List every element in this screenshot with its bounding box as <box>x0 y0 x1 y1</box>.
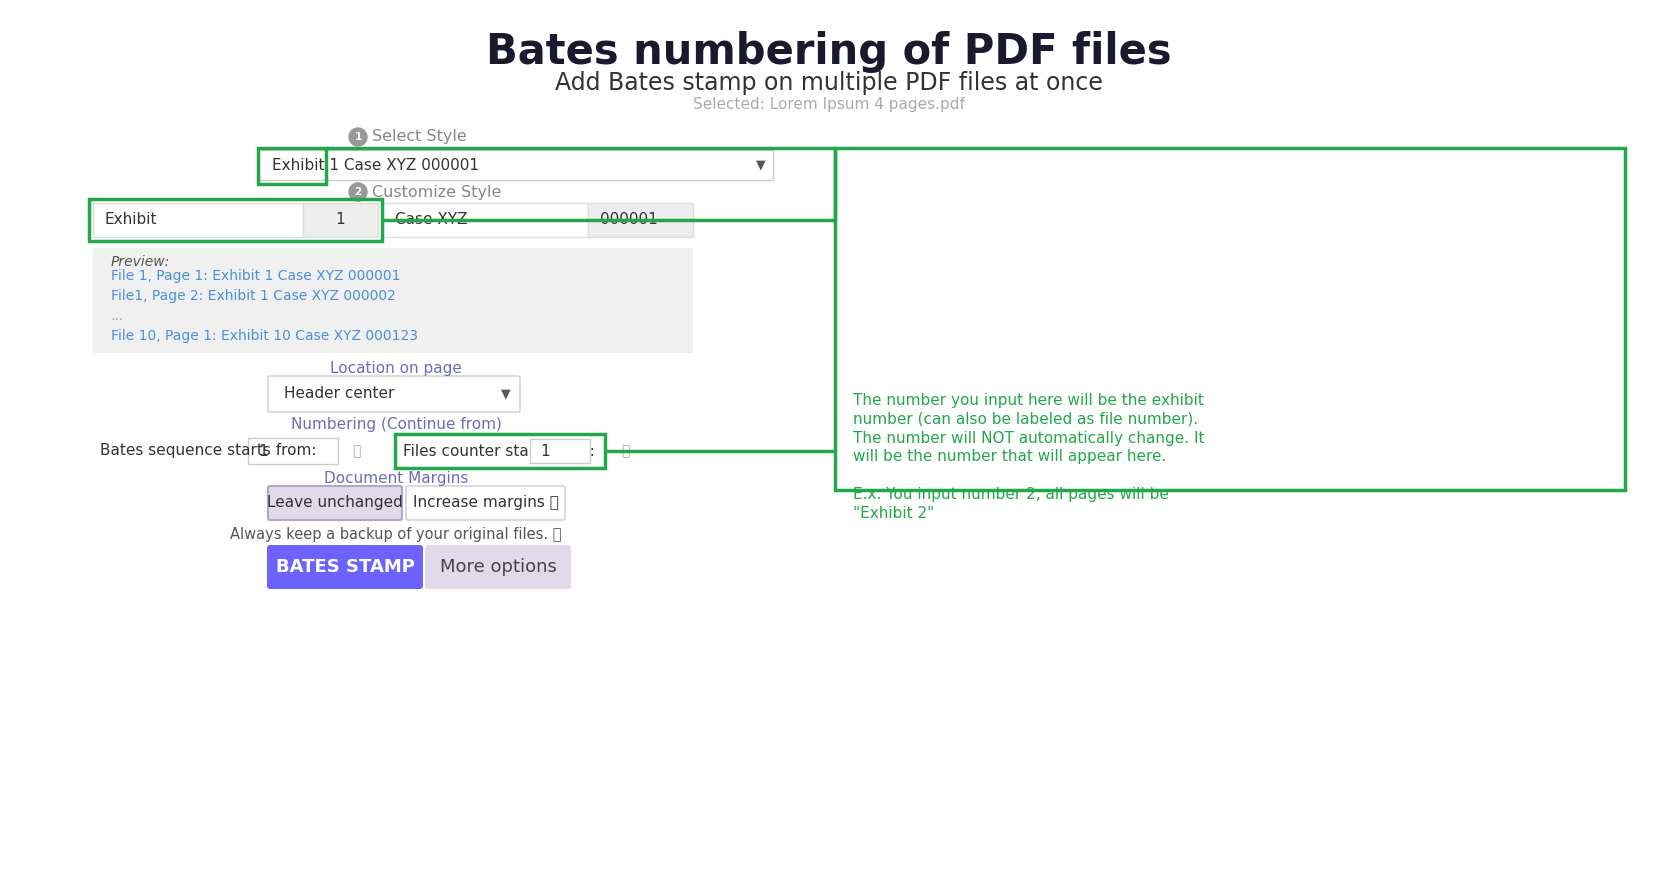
Text: ▼: ▼ <box>756 159 766 171</box>
Circle shape <box>348 128 366 146</box>
Text: Select Style: Select Style <box>371 130 467 145</box>
Text: Leave unchanged: Leave unchanged <box>267 496 403 511</box>
Text: Exhibit 1 Case XYZ 000001: Exhibit 1 Case XYZ 000001 <box>272 158 479 173</box>
Text: Exhibit: Exhibit <box>104 213 157 228</box>
Text: ⓘ: ⓘ <box>351 444 360 458</box>
Text: 2: 2 <box>355 187 361 197</box>
Text: E.x. You input number 2, all pages will be: E.x. You input number 2, all pages will … <box>852 488 1168 503</box>
FancyBboxPatch shape <box>588 203 693 237</box>
FancyBboxPatch shape <box>93 203 303 237</box>
Text: The number will NOT automatically change. It: The number will NOT automatically change… <box>852 430 1203 445</box>
FancyBboxPatch shape <box>249 438 338 464</box>
Text: More options: More options <box>439 558 557 576</box>
Text: The number you input here will be the exhibit: The number you input here will be the ex… <box>852 392 1203 407</box>
Text: File1, Page 2: Exhibit 1 Case XYZ 000002: File1, Page 2: Exhibit 1 Case XYZ 000002 <box>111 289 396 303</box>
Text: Location on page: Location on page <box>330 361 462 376</box>
Text: File 1, Page 1: Exhibit 1 Case XYZ 000001: File 1, Page 1: Exhibit 1 Case XYZ 00000… <box>111 269 401 283</box>
Text: Header center: Header center <box>283 386 394 401</box>
Text: 1: 1 <box>258 444 267 459</box>
Text: BATES STAMP: BATES STAMP <box>275 558 414 576</box>
Text: ▼: ▼ <box>500 387 510 400</box>
Text: "Exhibit 2": "Exhibit 2" <box>852 506 933 521</box>
FancyBboxPatch shape <box>93 248 693 353</box>
Text: 1: 1 <box>335 213 345 228</box>
Text: File 10, Page 1: Exhibit 10 Case XYZ 000123: File 10, Page 1: Exhibit 10 Case XYZ 000… <box>111 329 418 343</box>
FancyBboxPatch shape <box>406 486 565 520</box>
Text: Customize Style: Customize Style <box>371 184 500 199</box>
Text: number (can also be labeled as file number).: number (can also be labeled as file numb… <box>852 412 1198 427</box>
Text: Always keep a backup of your original files. ⓘ: Always keep a backup of your original fi… <box>230 527 562 542</box>
Text: Bates numbering of PDF files: Bates numbering of PDF files <box>486 31 1171 73</box>
Text: Case XYZ: Case XYZ <box>394 213 467 228</box>
Text: 1: 1 <box>355 132 361 142</box>
FancyBboxPatch shape <box>530 439 590 463</box>
FancyBboxPatch shape <box>424 545 570 589</box>
FancyBboxPatch shape <box>383 203 588 237</box>
Circle shape <box>348 183 366 201</box>
Text: Preview:: Preview: <box>111 255 171 269</box>
Text: will be the number that will appear here.: will be the number that will appear here… <box>852 450 1165 465</box>
FancyBboxPatch shape <box>258 150 772 180</box>
Text: Add Bates stamp on multiple PDF files at once: Add Bates stamp on multiple PDF files at… <box>555 71 1102 95</box>
Text: Files counter starts from:: Files counter starts from: <box>403 444 595 459</box>
Text: ...: ... <box>111 309 124 323</box>
FancyBboxPatch shape <box>267 545 423 589</box>
FancyBboxPatch shape <box>268 486 401 520</box>
Text: Document Margins: Document Margins <box>323 470 467 485</box>
Text: 1: 1 <box>540 444 548 459</box>
FancyBboxPatch shape <box>268 376 520 412</box>
Text: Selected: Lorem Ipsum 4 pages.pdf: Selected: Lorem Ipsum 4 pages.pdf <box>693 98 964 113</box>
Text: Numbering (Continue from): Numbering (Continue from) <box>290 417 500 432</box>
FancyBboxPatch shape <box>303 203 378 237</box>
Text: Bates sequence starts from:: Bates sequence starts from: <box>99 444 316 459</box>
Text: ⓘ: ⓘ <box>620 444 628 458</box>
Text: Increase margins ⓘ: Increase margins ⓘ <box>413 496 558 511</box>
Text: 000001: 000001 <box>600 213 658 228</box>
